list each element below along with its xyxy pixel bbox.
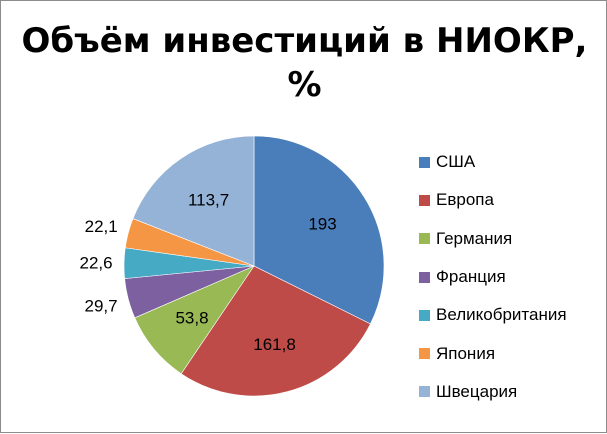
legend-label-uk: Великобритания [436,305,567,325]
pie-slice-sweden [132,135,255,267]
legend-swatch-europe [419,194,430,206]
data-label-europe: 161,8 [253,335,296,354]
legend-swatch-usa [419,156,430,168]
chart-title-line-2: % [287,65,322,105]
pie-slice-europe [180,265,371,397]
data-label-uk: 22,6 [79,254,112,273]
legend-swatch-japan [419,348,430,360]
data-label-japan: 22,1 [85,217,118,236]
legend-label-germany: Германия [436,228,513,248]
legend-label-japan: Япония [436,343,496,363]
pie-slice-usa [253,135,385,325]
legend-item-france: Франция [419,258,567,296]
legend-label-usa: США [436,152,476,172]
legend-item-sweden: Швецария [419,373,567,411]
legend-item-germany: Германия [419,220,567,258]
legend-swatch-sweden [419,386,430,398]
data-label-germany: 53,8 [175,308,208,327]
legend-swatch-germany [419,233,430,245]
data-label-usa: 193 [308,215,336,234]
chart-title: Объём инвестиций в НИОКР, % [1,19,607,107]
data-label-sweden: 113,7 [188,190,229,209]
legend-label-france: Франция [436,267,506,287]
legend-item-uk: Великобритания [419,296,567,334]
legend-item-europe: Европа [419,181,567,219]
legend-swatch-uk [419,309,430,321]
legend-item-japan: Япония [419,334,567,372]
legend-swatch-france [419,271,430,283]
legend-label-europe: Европа [436,190,494,210]
legend-label-sweden: Швецария [436,381,518,401]
chart-legend: США Европа Германия Франция Великобритан… [419,143,567,411]
chart-title-line-1: Объём инвестиций в НИОКР, [21,21,588,61]
data-label-france: 29,7 [85,297,118,316]
legend-item-usa: США [419,143,567,181]
